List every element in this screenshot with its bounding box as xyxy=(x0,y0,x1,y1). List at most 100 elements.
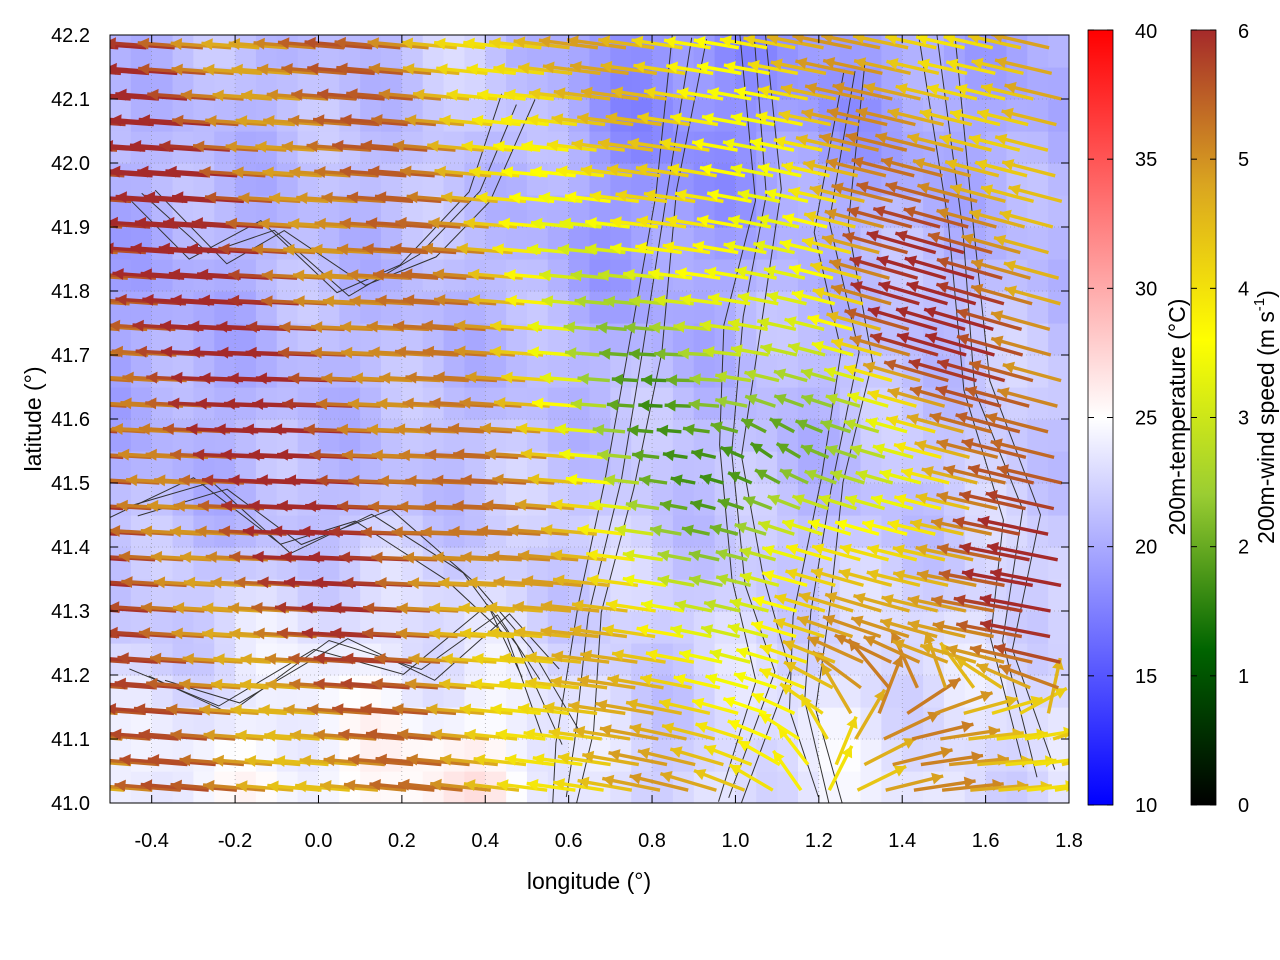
wind-arrow xyxy=(608,749,668,767)
heat-cell xyxy=(797,483,820,516)
wind-arrow xyxy=(863,82,921,101)
heat-cell xyxy=(1048,515,1069,548)
wind-arrow-head xyxy=(441,191,453,204)
wind-arrow-head xyxy=(542,61,555,74)
wind-arrow-head xyxy=(929,412,942,424)
wind-arrow-shaft xyxy=(993,644,1061,664)
wind-arrow-head xyxy=(807,636,820,648)
wind-arrow-head xyxy=(788,342,801,354)
wind-arrow xyxy=(192,140,259,153)
wind-arrow xyxy=(785,568,836,588)
wind-arrow-head xyxy=(360,139,373,152)
wind-arrow xyxy=(728,763,774,792)
wind-arrow xyxy=(421,242,485,255)
wind-arrow-head xyxy=(991,335,1004,348)
heat-cell xyxy=(860,195,882,228)
wind-arrow xyxy=(460,474,527,487)
wind-arrow xyxy=(938,133,992,152)
wind-arrow-head xyxy=(490,320,502,333)
wind-arrow xyxy=(527,320,571,333)
wind-arrow-head xyxy=(654,348,666,361)
wind-arrow-head xyxy=(781,161,794,174)
wind-arrow-head xyxy=(808,518,821,531)
wind-arrow-head xyxy=(896,306,909,318)
wind-arrow-shaft xyxy=(110,634,120,639)
colorbar-tick-label: 15 xyxy=(1135,666,1157,688)
wind-arrow xyxy=(843,418,880,434)
wind-arrow xyxy=(977,515,1049,536)
wind-arrow xyxy=(137,37,204,50)
wind-arrow-head xyxy=(264,729,276,742)
wind-arrow xyxy=(550,549,607,562)
wind-arrow xyxy=(137,63,206,76)
heat-cell xyxy=(339,483,361,516)
wind-arrow-shaft xyxy=(147,757,216,767)
wind-arrow xyxy=(955,411,1021,434)
wind-arrow-head xyxy=(492,243,504,256)
wind-arrow-shaft xyxy=(191,220,264,229)
wind-arrow-head xyxy=(937,543,949,555)
wind-arrow-head xyxy=(460,551,472,564)
colorbar-tick-label: 35 xyxy=(1135,149,1157,171)
heat-cell xyxy=(797,323,820,356)
wind-arrow xyxy=(669,746,724,767)
wind-arrow xyxy=(637,112,690,127)
wind-arrow xyxy=(907,595,967,613)
heat-cell xyxy=(526,227,549,260)
wind-arrow xyxy=(917,58,968,76)
wind-arrow-head xyxy=(266,89,279,102)
wind-arrow-head xyxy=(551,650,564,663)
heat-cell xyxy=(652,387,674,420)
wind-arrow-shaft xyxy=(110,582,131,588)
wind-arrow-head xyxy=(577,524,589,536)
wind-arrow-head xyxy=(398,449,411,462)
wind-arrow xyxy=(866,389,917,408)
wind-arrow-head xyxy=(638,399,650,412)
wind-arrow-head xyxy=(563,321,576,334)
wind-arrow-head xyxy=(1001,107,1014,120)
wind-arrow-head xyxy=(688,398,701,411)
wind-arrow-head xyxy=(577,373,589,385)
wind-arrow xyxy=(133,703,203,716)
wind-arrow xyxy=(730,344,770,357)
wind-arrow-head xyxy=(971,283,984,296)
wind-arrow xyxy=(829,469,866,485)
heat-cell xyxy=(672,227,695,260)
wind-arrow-head xyxy=(759,644,773,656)
wind-arrow xyxy=(824,208,885,229)
y-tick-label: 41.3 xyxy=(51,601,90,623)
wind-arrow-head xyxy=(343,779,356,792)
heat-cell xyxy=(1048,195,1069,228)
wind-arrow-head xyxy=(597,449,609,462)
heat-cell xyxy=(902,707,924,740)
heat-cell xyxy=(526,259,549,292)
wind-arrow xyxy=(240,89,301,102)
wind-arrow-head xyxy=(130,242,142,255)
wind-arrow-head xyxy=(751,693,765,704)
heat-cell xyxy=(276,611,299,644)
heat-cell xyxy=(193,419,215,452)
heat-cell xyxy=(547,323,570,356)
wind-arrow xyxy=(669,624,712,639)
x-tick-label: 0.4 xyxy=(471,830,499,852)
wind-arrow xyxy=(993,234,1049,255)
wind-arrow-head xyxy=(541,295,554,308)
wind-arrow-head xyxy=(330,627,342,640)
wind-arrow-head xyxy=(242,423,254,436)
wind-arrow xyxy=(573,725,631,741)
wind-arrow xyxy=(772,749,803,792)
wind-arrow-head xyxy=(811,567,824,580)
wind-arrow-head xyxy=(892,544,905,557)
wind-arrow xyxy=(659,499,688,512)
wind-arrow xyxy=(540,625,599,639)
wind-arrow xyxy=(110,275,128,280)
wind-arrow-head xyxy=(79,703,90,715)
wind-arrow-head xyxy=(83,320,94,332)
y-tick-label: 41.7 xyxy=(51,345,90,367)
heat-cell xyxy=(297,323,320,356)
heat-cell xyxy=(381,579,403,612)
wind-arrow-head xyxy=(323,754,335,767)
wind-arrow xyxy=(830,283,892,306)
wind-arrow xyxy=(598,347,628,360)
wind-arrow-head xyxy=(301,601,313,614)
